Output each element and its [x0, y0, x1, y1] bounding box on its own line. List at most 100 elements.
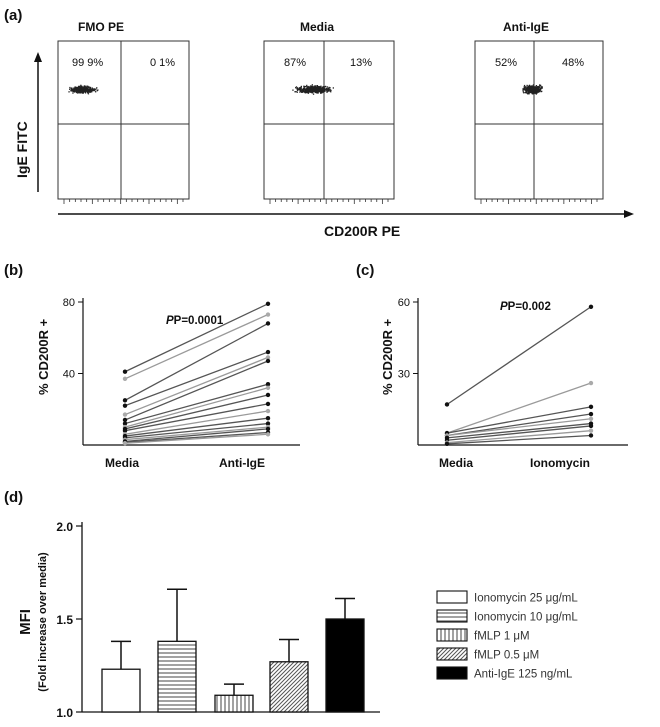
chart-b-category-media: Media: [105, 456, 139, 470]
event-dot: [308, 85, 310, 88]
event-dot: [323, 87, 325, 89]
event-dot: [79, 92, 81, 94]
point-treated: [265, 432, 271, 437]
event-dot: [83, 85, 85, 87]
legend-swatch: [436, 666, 468, 680]
event-dot: [538, 89, 541, 91]
event-dot: [525, 89, 527, 91]
pair-line: [124, 417, 269, 437]
flow-panel-title: Media: [300, 20, 334, 34]
point-treated: [588, 416, 594, 421]
event-dot: [307, 89, 309, 91]
event-dot: [77, 86, 79, 89]
event-dot: [324, 85, 327, 88]
event-dot: [77, 89, 79, 91]
event-dot: [304, 91, 306, 94]
event-dot: [527, 93, 529, 95]
y-tick-label: 40: [63, 369, 75, 381]
flow-x-ticks: [63, 199, 184, 204]
event-dot: [301, 91, 304, 93]
event-dot: [314, 85, 317, 87]
event-dot: [95, 88, 97, 90]
event-dot: [89, 89, 91, 91]
quadrant-percent-left: 99 9%: [72, 57, 103, 69]
legend-swatch: [436, 609, 468, 623]
event-dot: [535, 85, 538, 87]
event-dot: [78, 86, 80, 88]
event-dot: [69, 88, 71, 90]
event-dot: [85, 87, 87, 89]
event-dot: [90, 90, 93, 92]
pair-line: [124, 431, 269, 443]
y-tick-label: 80: [63, 297, 75, 309]
event-dot: [327, 89, 329, 91]
event-dot: [320, 92, 322, 94]
event-dot: [304, 90, 306, 93]
event-dot: [536, 86, 539, 88]
event-dot: [321, 87, 323, 89]
flow-x-ticks: [480, 199, 598, 204]
event-dot: [531, 89, 533, 92]
event-dot: [320, 91, 322, 93]
flow-x-ticks: [269, 199, 389, 204]
pair-line: [446, 413, 592, 437]
event-dot: [523, 84, 526, 87]
point-treated: [265, 312, 271, 317]
panel-label-b: (b): [4, 262, 23, 279]
event-dot: [524, 91, 526, 94]
event-dot: [316, 86, 319, 88]
event-dot: [535, 88, 538, 91]
y-tick-label: 2.0: [56, 520, 73, 534]
event-dot: [328, 89, 330, 91]
event-dot: [316, 85, 318, 87]
event-dot: [83, 88, 85, 90]
pair-line: [446, 382, 592, 434]
chart-b-p-value-text: P=0.0001: [174, 315, 224, 327]
event-dot: [535, 87, 537, 89]
event-dot: [76, 92, 78, 94]
pair-line: [124, 351, 269, 407]
point-media: [444, 402, 450, 407]
event-dot: [531, 87, 534, 89]
event-dot: [330, 89, 332, 91]
event-dot: [317, 86, 319, 89]
event-dot: [83, 91, 86, 93]
event-dot: [528, 91, 531, 93]
quadrant-percent-left: 87%: [284, 57, 306, 69]
event-dot: [332, 87, 334, 89]
event-dot: [315, 88, 317, 90]
event-dot: [523, 88, 525, 91]
event-dot: [96, 90, 98, 92]
event-dot: [74, 87, 76, 89]
event-dot: [300, 90, 302, 93]
event-dot: [298, 88, 300, 90]
event-dot: [82, 92, 84, 94]
event-dot: [296, 91, 298, 93]
pair-line: [124, 322, 269, 401]
event-dot: [327, 90, 329, 92]
event-dot: [525, 90, 528, 92]
event-dot: [324, 88, 326, 90]
event-dot: [309, 91, 312, 93]
pair-line: [124, 356, 269, 416]
event-dot: [532, 93, 534, 95]
pair-line: [446, 425, 592, 441]
event-dot: [306, 90, 309, 92]
point-treated: [265, 321, 271, 326]
pair-line: [124, 303, 269, 373]
event-dot: [87, 93, 90, 95]
event-dot: [522, 88, 524, 90]
event-dot: [315, 90, 317, 92]
event-dot: [526, 87, 528, 90]
chart-b: % CD200R + PP=0.0001 Media Anti-IgE 40 80: [36, 297, 300, 470]
event-dot: [538, 88, 540, 90]
event-dot: [530, 86, 532, 89]
event-dot: [310, 85, 312, 88]
event-dot: [530, 91, 532, 93]
event-dot: [534, 87, 536, 89]
point-media: [122, 441, 128, 446]
event-dot: [81, 89, 83, 91]
event-dot: [75, 86, 77, 88]
pair-line: [446, 418, 592, 437]
event-dot: [96, 87, 98, 89]
